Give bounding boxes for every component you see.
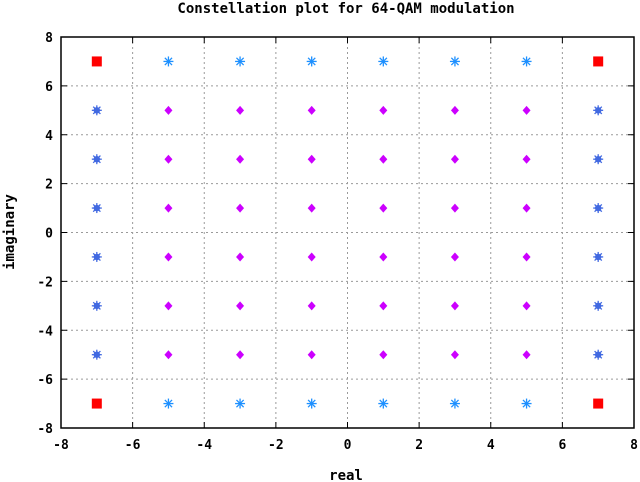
constellation-point-asterisk-dot [593,154,604,165]
constellation-point-diamond [307,154,316,164]
constellation-point-asterisk [378,398,389,409]
x-axis-label: real [329,468,363,482]
constellation-point-asterisk-dot [91,154,102,165]
constellation-point-asterisk [235,56,246,67]
constellation-point-asterisk-dot [593,203,604,214]
constellation-point-diamond [307,350,316,360]
constellation-point-diamond [450,301,459,311]
constellation-point-asterisk [521,56,532,67]
y-tick-label: -8 [37,422,53,437]
constellation-point-diamond [522,252,531,262]
constellation-point-diamond [164,105,173,115]
constellation-point-diamond [450,252,459,262]
constellation-point-diamond [307,301,316,311]
constellation-point-diamond [236,252,245,262]
y-tick-label: -2 [37,275,53,290]
tick-layer: -8 -6 -4 -2 0 2 4 6 8 -8 -6 -4 -2 0 2 4 6 8 [37,31,638,453]
constellation-point-asterisk-dot [593,349,604,360]
constellation-point-diamond [164,252,173,262]
constellation-point-diamond [164,203,173,213]
plot-frame [60,36,635,429]
constellation-point-diamond [164,154,173,164]
x-tick-label: 4 [487,438,495,453]
y-axis-label: imaginary [2,194,18,270]
constellation-point-diamond [379,105,388,115]
constellation-point-diamond [236,203,245,213]
constellation-point-diamond [379,301,388,311]
constellation-point-asterisk [306,398,317,409]
constellation-point-diamond [450,203,459,213]
constellation-point-diamond [522,105,531,115]
constellation-point-asterisk [521,398,532,409]
x-tick-label: -2 [268,438,284,453]
constellation-point-diamond [522,203,531,213]
constellation-point-diamond [307,252,316,262]
y-tick-label: 0 [45,227,53,242]
constellation-point-asterisk [306,56,317,67]
constellation-point-diamond [379,154,388,164]
constellation-point-diamond [236,350,245,360]
constellation-point-square [91,398,102,409]
points-layer [91,56,604,409]
constellation-point-asterisk-dot [91,349,102,360]
constellation-point-asterisk-dot [593,251,604,262]
constellation-point-asterisk-dot [593,300,604,311]
constellation-point-asterisk [235,398,246,409]
constellation-point-diamond [379,350,388,360]
x-tick-label: 0 [344,438,352,453]
constellation-point-asterisk-dot [91,105,102,116]
x-tick-label: -6 [125,438,141,453]
chart-title: Constellation plot for 64-QAM modulation [177,1,514,17]
constellation-point-diamond [379,203,388,213]
constellation-point-asterisk [449,56,460,67]
constellation-point-asterisk-dot [91,300,102,311]
y-tick-label: 4 [45,129,53,144]
constellation-point-diamond [379,252,388,262]
constellation-point-diamond [450,350,459,360]
constellation-point-square [593,398,604,409]
constellation-point-diamond [307,203,316,213]
constellation-point-diamond [236,105,245,115]
constellation-point-asterisk [163,398,174,409]
y-tick-label: -4 [37,324,53,339]
y-tick-label: -6 [37,373,53,388]
constellation-point-diamond [450,105,459,115]
constellation-point-asterisk [449,398,460,409]
x-tick-label: 6 [558,438,566,453]
x-tick-label: -4 [196,438,212,453]
x-tick-label: 2 [415,438,423,453]
constellation-point-asterisk [378,56,389,67]
constellation-point-diamond [236,301,245,311]
x-tick-label: -8 [53,438,69,453]
constellation-point-diamond [164,350,173,360]
y-tick-label: 6 [45,80,53,95]
constellation-point-asterisk-dot [593,105,604,116]
constellation-point-diamond [522,301,531,311]
constellation-point-diamond [522,350,531,360]
x-tick-label: 8 [630,438,638,453]
constellation-point-asterisk [163,56,174,67]
grid-layer [61,37,634,428]
constellation-point-square [91,56,102,67]
constellation-point-asterisk-dot [91,203,102,214]
constellation-point-diamond [164,301,173,311]
constellation-point-diamond [450,154,459,164]
constellation-point-asterisk-dot [91,251,102,262]
y-tick-label: 8 [45,31,53,46]
y-tick-label: 2 [45,178,53,193]
constellation-point-diamond [236,154,245,164]
constellation-point-square [593,56,604,67]
constellation-point-diamond [522,154,531,164]
constellation-point-diamond [307,105,316,115]
